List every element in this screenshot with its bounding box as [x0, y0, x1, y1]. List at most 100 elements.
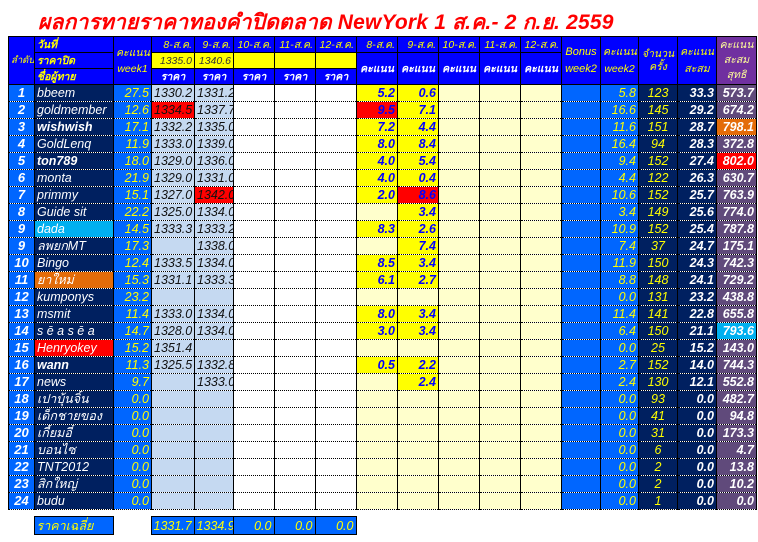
table-row: 12 kumponys 23.2 0.0 131 23.2 438.8 — [8, 288, 757, 306]
rank-cell: 20 — [8, 424, 35, 442]
table-row: 3 wishwish 17.1 1332.2 1335.0 7.2 4.4 11.6 151 28… — [8, 118, 757, 136]
price-guess — [274, 373, 316, 391]
table-row: 18 เปาบุ้นจิ้น 0.0 0.0 93 0.0 482.7 — [8, 390, 757, 408]
price-guess — [274, 458, 316, 476]
header-price-date: 8-ส.ค. — [151, 36, 195, 53]
price-guess — [233, 407, 275, 425]
price-guess: 1329.0 — [151, 152, 195, 170]
closing-price — [233, 52, 275, 69]
day-score: 6.1 — [356, 271, 398, 289]
day-score: 8.4 — [397, 135, 439, 153]
guess-count: 31 — [638, 424, 678, 442]
header-price: ราคา — [233, 68, 275, 85]
player-name: primmy — [34, 186, 114, 204]
bonus-week2 — [561, 305, 601, 323]
price-guess — [194, 458, 234, 476]
rank-cell: 16 — [8, 356, 35, 374]
net-total-score: 4.7 — [716, 441, 757, 459]
price-guess — [315, 101, 357, 119]
header-count: จำนวนครั้ง — [638, 36, 678, 85]
guess-count: 152 — [638, 152, 678, 170]
header-score: คะแนน — [520, 52, 562, 85]
price-guess — [315, 118, 357, 136]
net-total-score: 787.8 — [716, 220, 757, 238]
results-body: 1 bbeem 27.5 1330.2 1331.2 5.2 0.6 5.8 123 33.3 57… — [8, 84, 757, 510]
day-score: 2.0 — [356, 186, 398, 204]
day-score: 7.2 — [356, 118, 398, 136]
day-score: 0.5 — [356, 356, 398, 374]
price-guess — [274, 118, 316, 136]
price-guess — [233, 254, 275, 272]
price-guess: 1339.0 — [194, 135, 234, 153]
table-row: 17 news 9.7 1333.0 2.4 2.4 130 12.1 552.8 — [8, 373, 757, 391]
player-name: kumponys — [34, 288, 114, 306]
day-score: 0.6 — [397, 84, 439, 102]
day-score — [479, 373, 521, 391]
net-total-score: 143.0 — [716, 339, 757, 357]
average-price: 0.0 — [273, 516, 316, 535]
guess-count: 145 — [638, 101, 678, 119]
spacer — [8, 516, 34, 535]
price-guess — [274, 390, 316, 408]
day-score — [479, 339, 521, 357]
day-score — [520, 237, 562, 255]
day-score — [438, 118, 480, 136]
price-guess — [274, 322, 316, 340]
price-guess: 1331.0 — [194, 169, 234, 187]
rank-cell: 23 — [8, 475, 35, 493]
accumulated-score: 24.7 — [677, 237, 717, 255]
day-score — [520, 203, 562, 221]
day-score — [438, 407, 480, 425]
day-score — [438, 390, 480, 408]
day-score — [520, 288, 562, 306]
rank-cell: 18 — [8, 390, 35, 408]
price-guess — [194, 424, 234, 442]
price-guess — [233, 458, 275, 476]
header-name-label: ชื่อผู้ทาย — [34, 68, 114, 85]
header-score: คะแนน — [397, 52, 439, 85]
guess-count: 41 — [638, 407, 678, 425]
accumulated-score: 24.3 — [677, 254, 717, 272]
table-row: 19 เด็กชายของ 0.0 0.0 41 0.0 94.8 — [8, 407, 757, 425]
closing-price — [315, 52, 357, 69]
bonus-week2 — [561, 407, 601, 425]
week2-score: 4.4 — [600, 169, 639, 187]
net-total-score: 774.0 — [716, 203, 757, 221]
week1-score: 0.0 — [113, 441, 152, 459]
day-score — [356, 339, 398, 357]
week1-score: 11.4 — [113, 305, 152, 323]
bonus-week2 — [561, 373, 601, 391]
accumulated-score: 12.1 — [677, 373, 717, 391]
rank-cell: 21 — [8, 441, 35, 459]
price-guess — [194, 288, 234, 306]
price-guess — [194, 407, 234, 425]
week2-score: 0.0 — [600, 424, 639, 442]
price-guess — [274, 220, 316, 238]
rank-cell: 15 — [8, 339, 35, 357]
day-score: 8.0 — [356, 135, 398, 153]
player-name: Henryokey — [34, 339, 114, 357]
table-row: 9 dada 14.5 1333.3 1333.2 8.3 2.6 10.9 152 25.4 78… — [8, 220, 757, 238]
week1-score: 11.9 — [113, 135, 152, 153]
bonus-week2 — [561, 84, 601, 102]
table-row: 7 primmy 15.1 1327.0 1342.0 2.0 8.6 10.6 152 25.7… — [8, 186, 757, 204]
week2-score: 11.4 — [600, 305, 639, 323]
bonus-week2 — [561, 135, 601, 153]
week2-score: 2.4 — [600, 373, 639, 391]
guess-count: 151 — [638, 118, 678, 136]
guess-count: 141 — [638, 305, 678, 323]
price-guess — [194, 475, 234, 493]
price-guess — [233, 288, 275, 306]
day-score — [520, 84, 562, 102]
day-score — [438, 424, 480, 442]
bonus-week2 — [561, 254, 601, 272]
rank-cell: 2 — [8, 101, 35, 119]
day-score — [356, 288, 398, 306]
table-row: 13 msmit 11.4 1333.0 1334.0 8.0 3.4 11.4 141 22.8… — [8, 305, 757, 323]
header-week2: คะแนน week2 — [600, 36, 639, 85]
day-score — [438, 84, 480, 102]
rank-cell: 12 — [8, 288, 35, 306]
player-name: goldmember — [34, 101, 114, 119]
header-price: ราคา — [274, 68, 316, 85]
day-score — [479, 356, 521, 374]
